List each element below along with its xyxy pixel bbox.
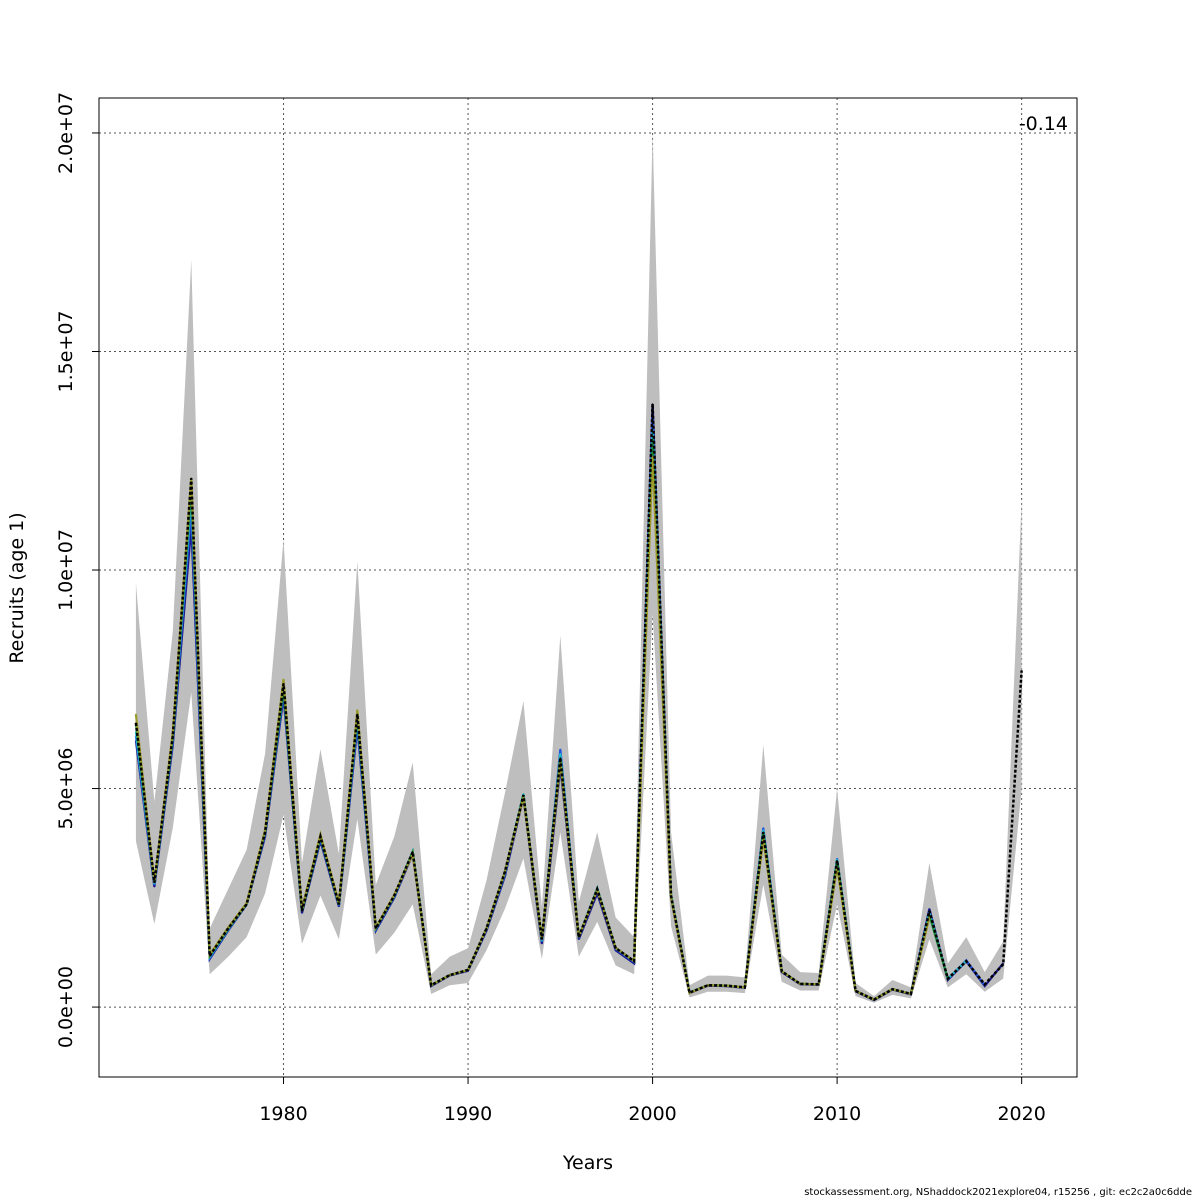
data-point [430,984,432,986]
footer-credit: stockassessment.org, NShaddock2021explor… [804,1187,1192,1198]
data-point [227,927,229,930]
x-axis: 1980 1990 2000 2010 2020 [259,1077,1046,1125]
data-point [947,978,949,980]
data-point [873,999,875,1001]
data-point [135,722,137,724]
y-tick-label: 0.0e+00 [55,966,77,1048]
data-point [762,827,764,829]
y-tick-label: 1.0e+07 [55,529,77,611]
data-point [541,940,543,942]
annotation-rho: -0.14 [1019,113,1068,135]
data-point [707,984,709,986]
data-point [135,713,137,715]
data-point [246,903,248,905]
data-point [153,886,155,888]
data-point [559,757,561,759]
confidence-band [135,132,1022,1003]
data-point [375,927,377,930]
data-point [541,943,543,945]
series-lines [134,403,1023,1002]
x-tick-label: 2010 [813,1103,861,1125]
data-point [356,709,358,711]
data-point [172,735,174,737]
data-point [246,902,248,904]
data-point [578,937,580,939]
data-point [965,960,967,962]
x-axis-label: Years [562,1152,613,1174]
data-point [615,947,617,949]
data-point [1002,963,1004,965]
data-point [670,895,672,897]
data-point [522,793,525,795]
data-point [1021,669,1023,672]
data-point [541,940,543,943]
data-point [799,983,801,985]
data-point [578,938,580,940]
y-tick-label: 1.5e+07 [55,310,77,392]
data-point [984,983,986,985]
data-point [1002,962,1004,964]
data-point [836,857,838,860]
data-point [264,831,266,833]
data-point [818,983,820,985]
data-point [467,969,469,971]
data-point [319,836,322,838]
data-point [282,683,285,685]
x-tick-label: 2020 [997,1103,1045,1125]
data-point [928,908,930,910]
data-point [836,858,838,860]
data-point [651,455,654,457]
data-point [762,831,764,833]
data-point [282,678,285,680]
y-tick-label: 5.0e+06 [55,748,77,830]
data-point [836,860,838,862]
confidence-band-area [135,132,1022,1003]
data-point [928,910,930,912]
data-point [338,903,340,905]
data-point [688,992,691,994]
data-point [153,884,155,886]
data-point [522,794,525,796]
series-peel-navy [134,403,1005,1002]
data-point [356,713,358,715]
y-axis-label: Recruits (age 1) [6,512,28,663]
data-point [559,748,561,750]
x-tick-label: 2000 [628,1103,676,1125]
data-point [153,883,155,885]
grid [99,98,1077,1077]
data-point [559,752,561,755]
data-point [541,938,543,940]
data-point [412,851,414,853]
data-point [449,974,451,976]
data-point [190,477,192,479]
data-point [762,829,764,831]
plot-frame [98,97,1078,1078]
data-point [578,936,580,938]
data-point [301,910,303,912]
data-point [910,993,912,995]
data-point [725,985,727,987]
data-point [227,926,229,929]
data-point [338,905,340,908]
data-point [891,988,894,990]
data-point [854,990,857,992]
x-tick-label: 1980 [259,1103,307,1125]
data-point [596,888,598,890]
series-peel-olive [134,456,931,1001]
data-point [504,870,506,873]
data-point [393,895,395,897]
data-point [301,912,303,914]
data-point [928,916,930,919]
data-point [153,881,155,884]
data-point [744,986,746,989]
data-point [485,927,488,930]
y-axis: 0.0e+00 5.0e+06 1.0e+07 1.5e+07 2.0e+07 [55,92,99,1048]
data-point [633,960,635,962]
x-tick-label: 1990 [444,1103,492,1125]
data-point [651,403,654,405]
data-point [209,955,211,957]
y-tick-label: 2.0e+07 [55,92,77,174]
data-point [781,970,783,972]
